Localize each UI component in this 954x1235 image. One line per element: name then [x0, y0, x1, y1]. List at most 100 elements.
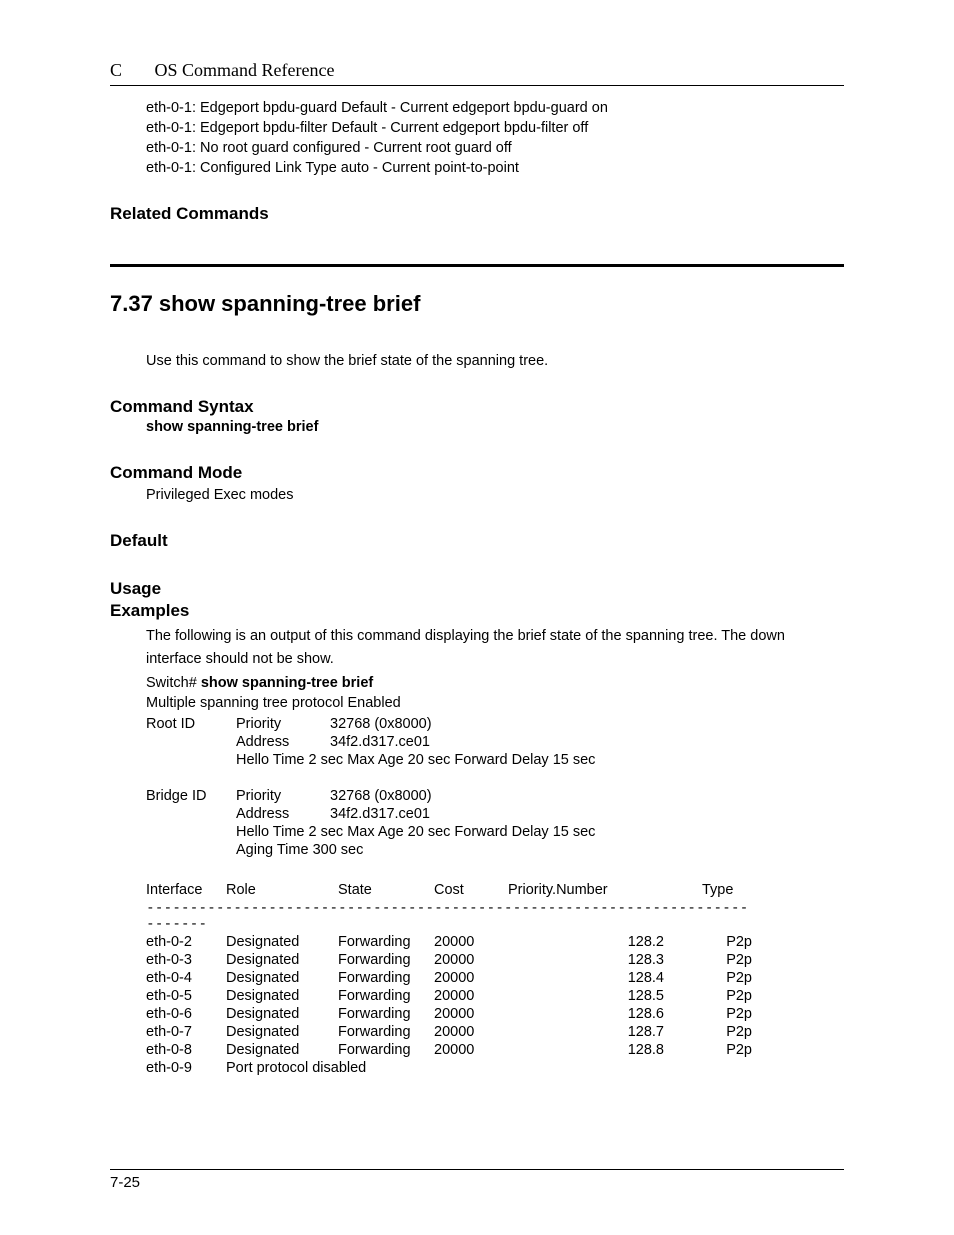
cell-role: Designated: [226, 1023, 338, 1041]
interface-table-header: Interface Role State Cost Priority.Numbe…: [146, 881, 752, 899]
col-type: Type: [702, 881, 752, 899]
prompt-prefix: Switch#: [146, 675, 201, 691]
prompt-command: show spanning-tree brief: [201, 675, 373, 691]
interface-row: eth-0-7DesignatedForwarding20000128.7P2p: [146, 1023, 752, 1041]
intro-block: eth-0-1: Edgeport bpdu-guard Default - C…: [110, 100, 844, 176]
cell-type: P2p: [702, 933, 752, 951]
section-name: show spanning-tree brief: [159, 291, 421, 316]
cell-state: Forwarding: [338, 951, 434, 969]
bridge-address-val: 34f2.d317.ce01: [330, 805, 603, 823]
cell-priority-number: 128.2: [508, 933, 702, 951]
cell-cost: 20000: [434, 933, 508, 951]
cell-role: Designated: [226, 969, 338, 987]
cell-role: Designated: [226, 987, 338, 1005]
default-heading: Default: [110, 531, 844, 551]
command-title: 7.37show spanning-tree brief: [110, 291, 844, 317]
section-divider: [110, 264, 844, 267]
cell-cost: 20000: [434, 1005, 508, 1023]
cell-priority-number: 128.5: [508, 987, 702, 1005]
cell-type: P2p: [702, 1041, 752, 1059]
cell-interface: eth-0-4: [146, 969, 226, 987]
mode-heading: Command Mode: [110, 463, 844, 483]
section-number: 7.37: [110, 291, 153, 316]
col-role: Role: [226, 881, 338, 899]
cell-state: Forwarding: [338, 933, 434, 951]
bridge-priority-key: Priority: [236, 787, 330, 805]
bridge-aging: Aging Time 300 sec: [236, 841, 603, 859]
interface-row-disabled: eth-0-9 Port protocol disabled: [146, 1059, 752, 1077]
col-priority-number: Priority.Number: [508, 881, 702, 899]
root-address-key: Address: [236, 733, 330, 751]
interface-row: eth-0-3DesignatedForwarding20000128.3P2p: [146, 951, 752, 969]
cell-disabled-text: Port protocol disabled: [226, 1059, 752, 1077]
syntax-block: show spanning-tree brief: [110, 419, 844, 435]
root-id-label: Root ID: [146, 715, 236, 733]
cell-state: Forwarding: [338, 1023, 434, 1041]
mode-text: Privileged Exec modes: [146, 487, 844, 503]
bridge-address-key: Address: [236, 805, 330, 823]
cell-priority-number: 128.6: [508, 1005, 702, 1023]
config-line: eth-0-1: Edgeport bpdu-filter Default - …: [146, 120, 844, 136]
page-footer: 7-25: [110, 1169, 844, 1191]
running-header: C OS Command Reference: [110, 60, 844, 86]
cell-priority-number: 128.4: [508, 969, 702, 987]
interface-row: eth-0-8DesignatedForwarding20000128.8P2p: [146, 1041, 752, 1059]
cell-type: P2p: [702, 1023, 752, 1041]
cell-interface: eth-0-8: [146, 1041, 226, 1059]
bridge-priority-val: 32768 (0x8000): [330, 787, 603, 805]
mode-block: Privileged Exec modes: [110, 487, 844, 503]
bridge-id-table: Bridge ID Priority 32768 (0x8000) Addres…: [146, 787, 603, 859]
cell-type: P2p: [702, 1005, 752, 1023]
cell-state: Forwarding: [338, 1005, 434, 1023]
cell-interface: eth-0-9: [146, 1059, 226, 1077]
cell-priority-number: 128.7: [508, 1023, 702, 1041]
cell-role: Designated: [226, 1005, 338, 1023]
cell-cost: 20000: [434, 987, 508, 1005]
examples-intro: The following is an output of this comma…: [146, 625, 844, 671]
cell-cost: 20000: [434, 1041, 508, 1059]
cell-role: Designated: [226, 1041, 338, 1059]
interface-row: eth-0-6DesignatedForwarding20000128.6P2p: [146, 1005, 752, 1023]
root-priority-key: Priority: [236, 715, 330, 733]
cell-interface: eth-0-2: [146, 933, 226, 951]
syntax-heading: Command Syntax: [110, 397, 844, 417]
cell-interface: eth-0-6: [146, 1005, 226, 1023]
col-cost: Cost: [434, 881, 508, 899]
page: C OS Command Reference eth-0-1: Edgeport…: [0, 0, 954, 1235]
cell-role: Designated: [226, 951, 338, 969]
page-number: 7-25: [110, 1174, 140, 1191]
cell-type: P2p: [702, 987, 752, 1005]
interface-table: Interface Role State Cost Priority.Numbe…: [146, 881, 752, 1077]
cell-priority-number: 128.3: [508, 951, 702, 969]
cell-priority-number: 128.8: [508, 1041, 702, 1059]
interface-row: eth-0-4DesignatedForwarding20000128.4P2p: [146, 969, 752, 987]
col-interface: Interface: [146, 881, 226, 899]
usage-heading: Usage: [110, 579, 844, 599]
interface-row: eth-0-2DesignatedForwarding20000128.2P2p: [146, 933, 752, 951]
cell-state: Forwarding: [338, 969, 434, 987]
cell-cost: 20000: [434, 1023, 508, 1041]
bridge-timers: Hello Time 2 sec Max Age 20 sec Forward …: [236, 823, 603, 841]
cell-state: Forwarding: [338, 1041, 434, 1059]
config-line: eth-0-1: Edgeport bpdu-guard Default - C…: [146, 100, 844, 116]
cell-state: Forwarding: [338, 987, 434, 1005]
related-commands-heading: Related Commands: [110, 204, 844, 224]
separator-line: ----------------------------------------…: [146, 899, 752, 933]
command-description: Use this command to show the brief state…: [146, 353, 844, 369]
root-timers: Hello Time 2 sec Max Age 20 sec Forward …: [236, 751, 603, 769]
cell-interface: eth-0-3: [146, 951, 226, 969]
examples-heading: Examples: [110, 601, 844, 621]
cell-cost: 20000: [434, 969, 508, 987]
syntax-line: show spanning-tree brief: [146, 419, 844, 435]
root-id-table: Root ID Priority 32768 (0x8000) Address …: [146, 715, 603, 769]
cell-cost: 20000: [434, 951, 508, 969]
interface-row: eth-0-5DesignatedForwarding20000128.5P2p: [146, 987, 752, 1005]
config-line: eth-0-1: No root guard configured - Curr…: [146, 140, 844, 156]
cell-type: P2p: [702, 951, 752, 969]
col-state: State: [338, 881, 434, 899]
cell-type: P2p: [702, 969, 752, 987]
interface-table-separator: ----------------------------------------…: [146, 899, 752, 933]
root-priority-val: 32768 (0x8000): [330, 715, 603, 733]
protocol-line: Multiple spanning tree protocol Enabled: [146, 695, 844, 711]
header-title: OS Command Reference: [155, 60, 335, 80]
